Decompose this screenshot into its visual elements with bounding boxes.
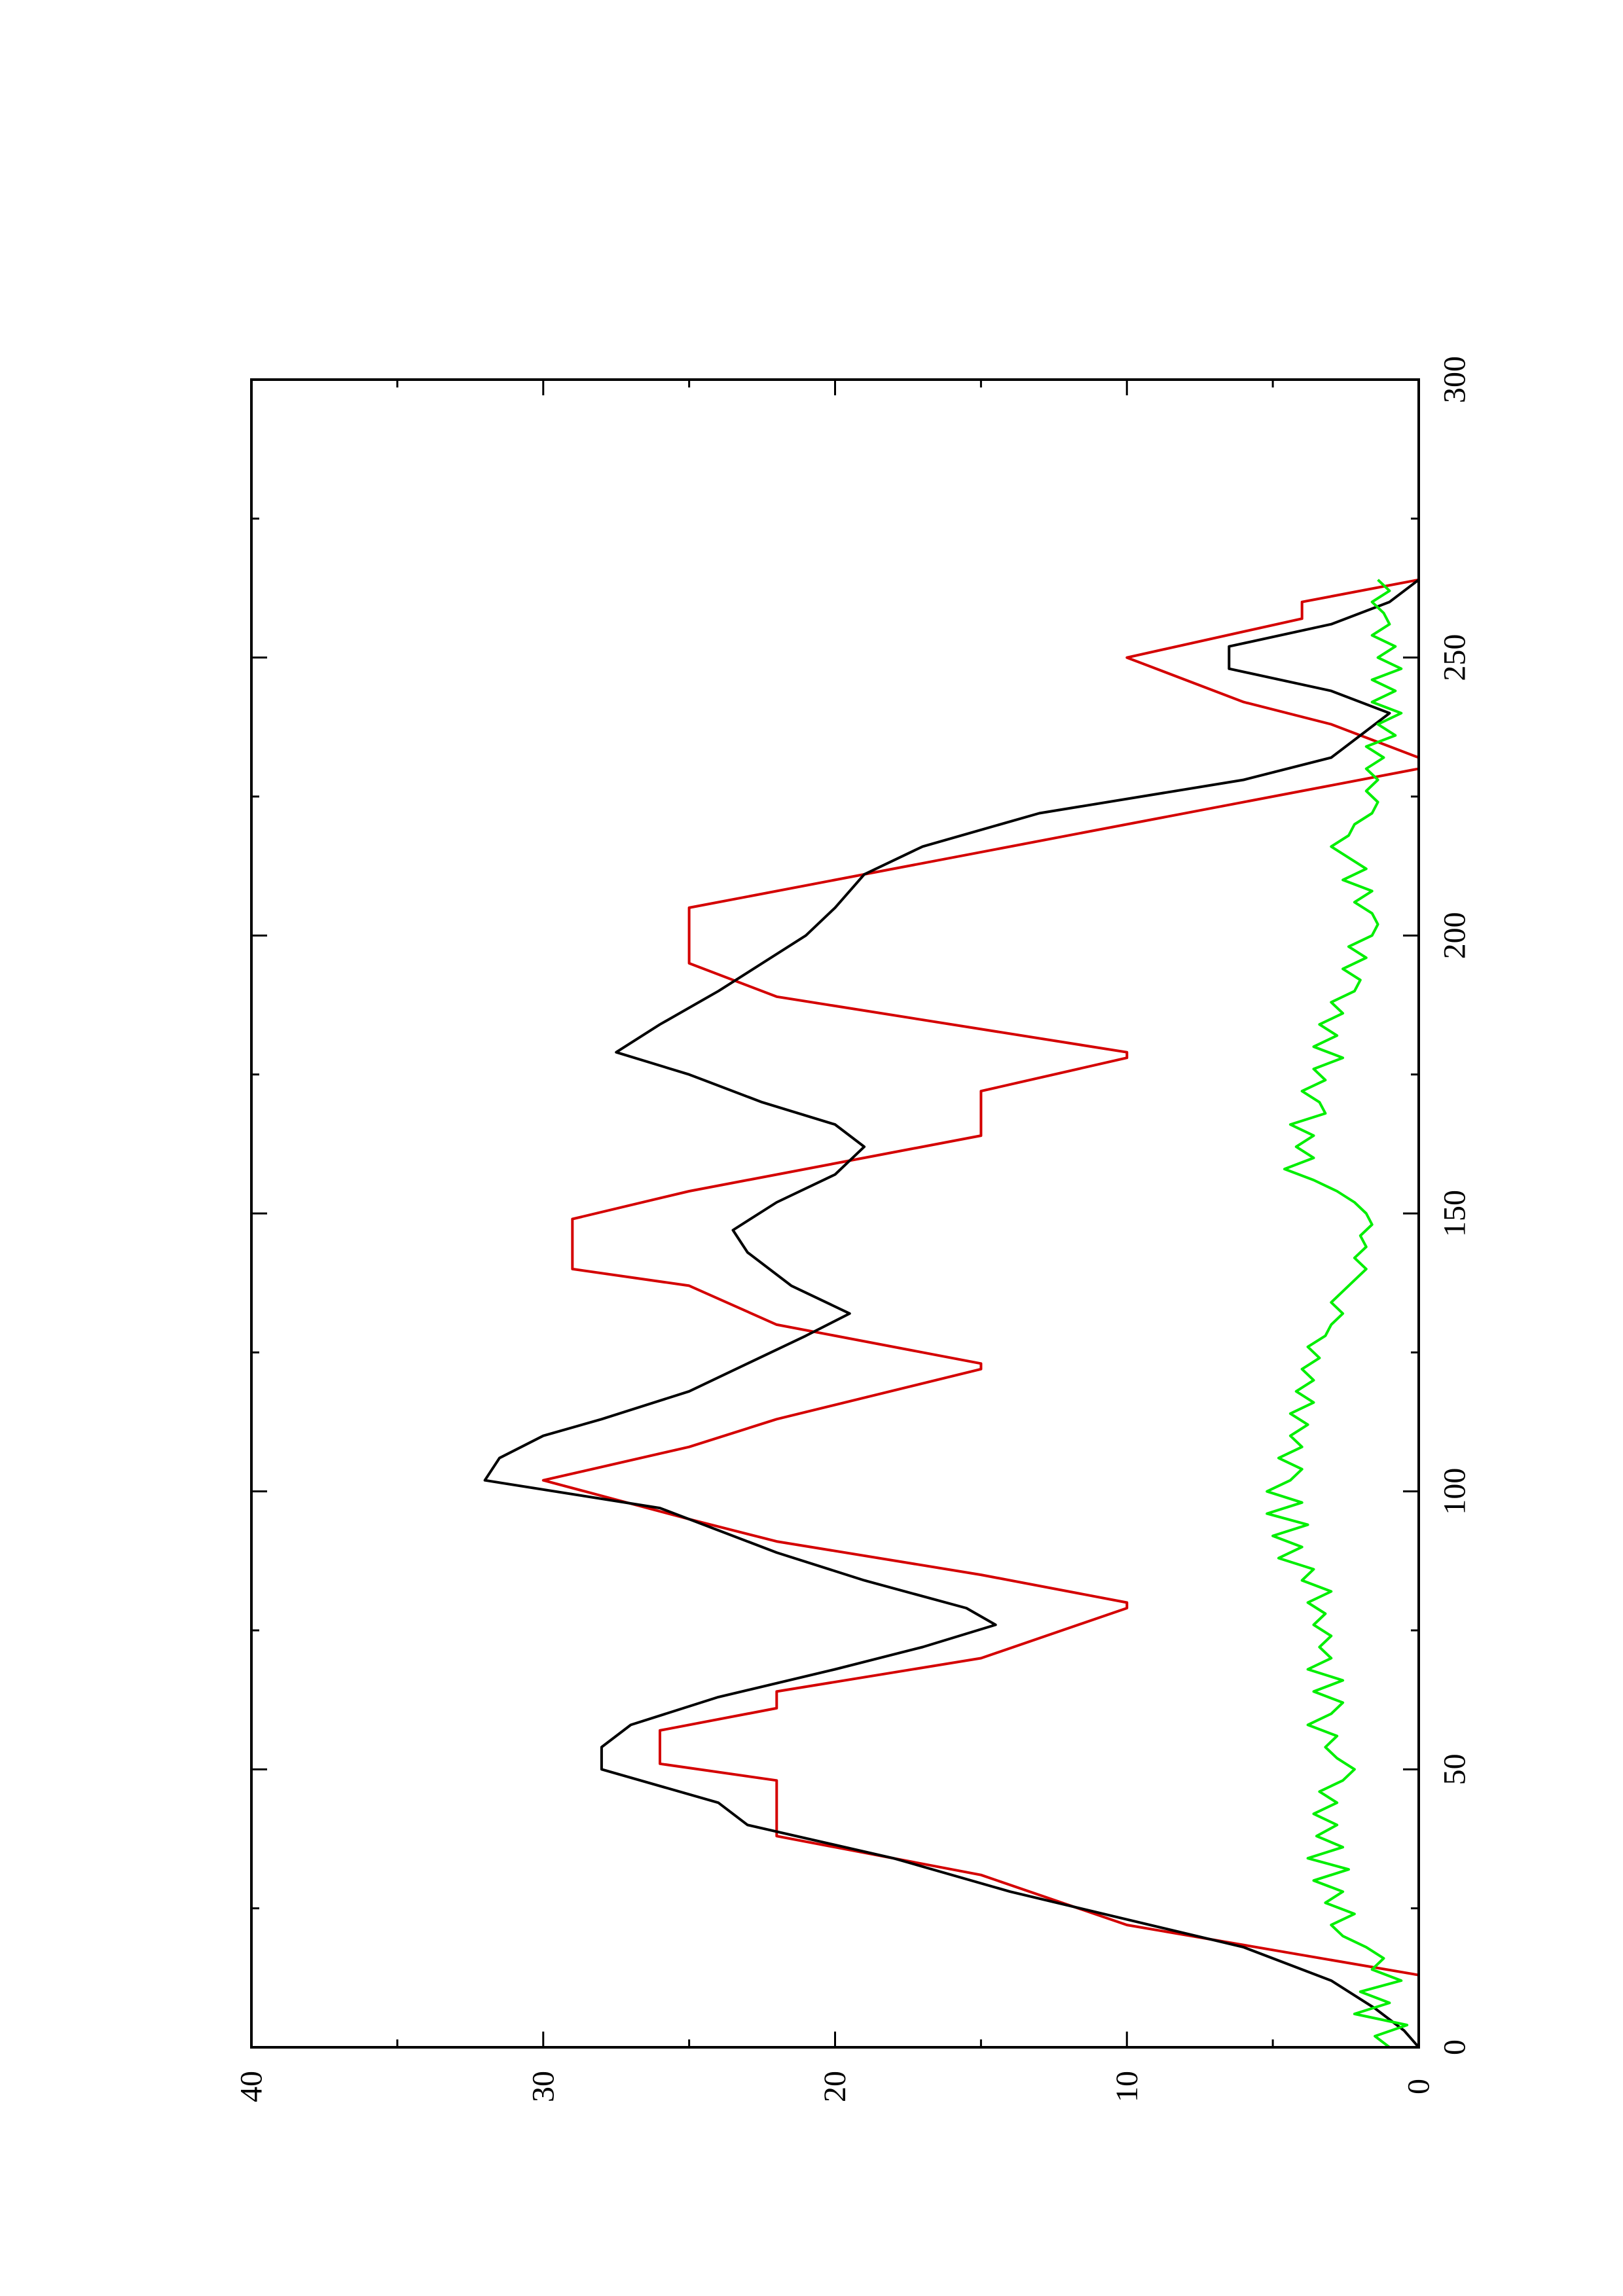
plot-frame: [250, 378, 1420, 2049]
label-layer: 0 50 100 150 200 250 300 0 10 20 30 40: [234, 356, 1472, 2102]
x-tick-label: 0: [1438, 2039, 1472, 2055]
green-series-line: [1266, 579, 1409, 2047]
y-tick-label: 10: [1110, 2071, 1144, 2102]
y-tick-label: 30: [526, 2071, 560, 2102]
y-tick-label: 20: [818, 2071, 852, 2102]
tick-layer: [250, 378, 1420, 2049]
x-tick-label: 50: [1438, 1753, 1472, 1785]
x-tick-label: 200: [1438, 912, 1472, 959]
x-tick-label: 100: [1438, 1468, 1472, 1515]
y-tick-label: 0: [1402, 2079, 1436, 2094]
x-tick-label: 150: [1438, 1190, 1472, 1237]
x-tick-label: 250: [1438, 634, 1472, 681]
black-series-line: [483, 579, 1419, 2047]
x-tick-label: 300: [1438, 356, 1472, 403]
y-tick-label: 40: [234, 2071, 269, 2102]
red-series-line: [541, 578, 1419, 2047]
series-layer: [483, 578, 1419, 2047]
